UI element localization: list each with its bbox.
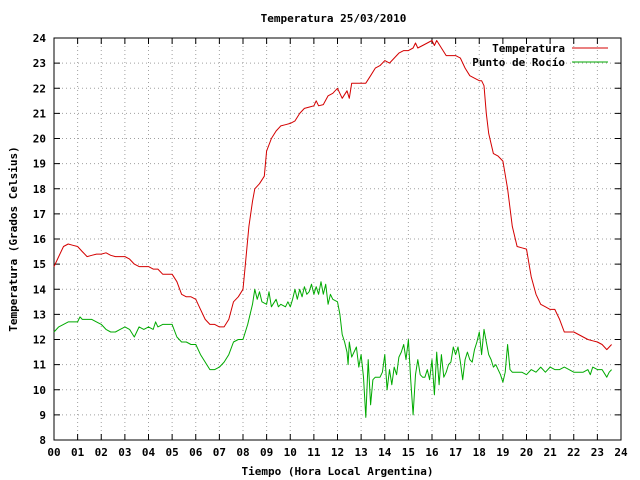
y-tick-label: 8 bbox=[39, 434, 46, 447]
y-tick-label: 19 bbox=[33, 158, 46, 171]
y-tick-label: 21 bbox=[33, 107, 47, 120]
y-tick-label: 20 bbox=[33, 133, 46, 146]
legend: Temperatura Punto de Rocío bbox=[472, 42, 608, 69]
legend-label-punto-de-rocio: Punto de Rocío bbox=[472, 56, 565, 69]
x-tick-label: 15 bbox=[402, 446, 415, 459]
y-tick-label: 14 bbox=[33, 283, 47, 296]
x-tick-label: 10 bbox=[284, 446, 297, 459]
x-tick-label: 20 bbox=[520, 446, 533, 459]
x-tick-label: 04 bbox=[142, 446, 156, 459]
x-tick-label: 23 bbox=[591, 446, 604, 459]
series-lines bbox=[53, 40, 612, 418]
y-tick-label: 16 bbox=[33, 233, 47, 246]
x-tick-label: 07 bbox=[213, 446, 226, 459]
x-tick-label: 08 bbox=[236, 446, 249, 459]
x-tick-label: 22 bbox=[567, 446, 580, 459]
series-line-punto-de-rocio bbox=[53, 281, 612, 418]
x-tick-label: 18 bbox=[473, 446, 486, 459]
series-line-temperatura bbox=[53, 40, 612, 351]
y-tick-label: 10 bbox=[33, 384, 46, 397]
y-tick-label: 17 bbox=[33, 208, 46, 221]
y-tick-label: 23 bbox=[33, 57, 46, 70]
x-axis-label: Tiempo (Hora Local Argentina) bbox=[241, 465, 433, 478]
y-tick-label: 13 bbox=[33, 308, 46, 321]
grid-lines bbox=[54, 38, 621, 440]
y-tick-label: 15 bbox=[33, 258, 46, 271]
x-tick-label: 11 bbox=[307, 446, 321, 459]
x-tick-label: 17 bbox=[449, 446, 462, 459]
y-tick-label: 24 bbox=[33, 32, 47, 45]
x-tick-label: 02 bbox=[95, 446, 108, 459]
y-axis-label: Temperatura (Grados Celsius) bbox=[7, 146, 20, 331]
x-tick-label: 03 bbox=[118, 446, 131, 459]
x-tick-label: 24 bbox=[614, 446, 628, 459]
axis-ticks: 00 01 02 03 04 05 06 07 08 09 10 11 12 13 14 15 16 17 18 19… bbox=[33, 32, 628, 459]
x-tick-label: 12 bbox=[331, 446, 344, 459]
y-tick-label: 18 bbox=[33, 183, 46, 196]
x-tick-label: 13 bbox=[355, 446, 368, 459]
x-tick-label: 19 bbox=[496, 446, 509, 459]
x-tick-label: 09 bbox=[260, 446, 273, 459]
x-tick-label: 01 bbox=[71, 446, 85, 459]
legend-label-temperatura: Temperatura bbox=[492, 42, 565, 55]
y-tick-label: 11 bbox=[33, 359, 47, 372]
x-tick-label: 21 bbox=[544, 446, 558, 459]
y-tick-label: 22 bbox=[33, 82, 46, 95]
x-tick-label: 05 bbox=[166, 446, 179, 459]
y-tick-label: 12 bbox=[33, 334, 46, 347]
x-tick-label: 00 bbox=[47, 446, 60, 459]
x-tick-label: 14 bbox=[378, 446, 392, 459]
chart-title: Temperatura 25/03/2010 bbox=[261, 12, 407, 25]
x-tick-label: 06 bbox=[189, 446, 203, 459]
y-tick-label: 9 bbox=[39, 409, 46, 422]
x-tick-label: 16 bbox=[425, 446, 439, 459]
